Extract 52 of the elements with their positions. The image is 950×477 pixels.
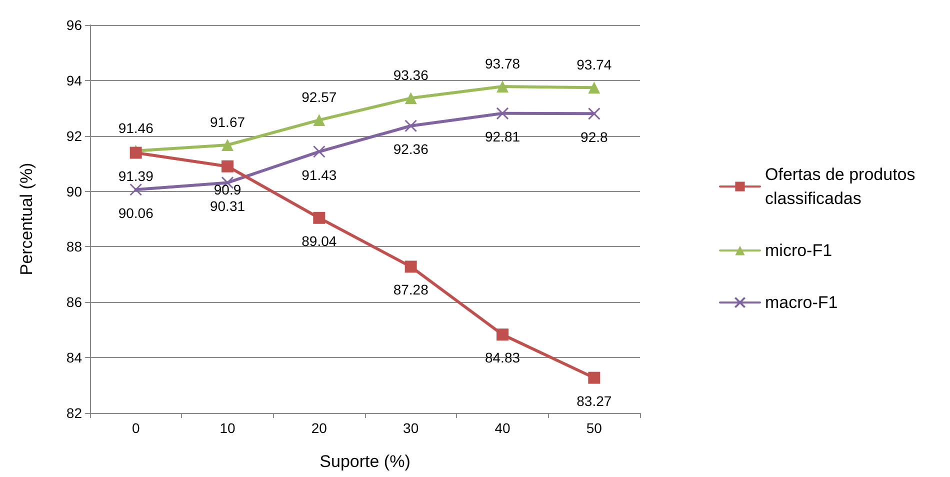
x-tick-label: 20 (311, 420, 328, 436)
point (496, 80, 508, 93)
y-tick-label: 84 (66, 350, 82, 366)
data-label: 91.43 (302, 166, 337, 183)
point (313, 114, 326, 126)
data-label: 91.39 (118, 168, 154, 184)
point (222, 160, 234, 172)
legend-label: micro-F1 (765, 241, 832, 260)
point (588, 372, 600, 384)
y-tick-label: 94 (66, 72, 82, 88)
data-label: 92.57 (302, 89, 337, 106)
legend-label: Ofertas de produtos classificadas (765, 165, 920, 208)
data-label: 92.8 (580, 128, 608, 145)
data-label: 83.27 (576, 392, 612, 409)
data-label: 90.06 (118, 204, 154, 221)
point (130, 183, 142, 196)
point (588, 107, 600, 120)
point (404, 120, 418, 132)
point (588, 82, 600, 94)
y-tick-label: 88 (66, 238, 82, 255)
x-axis-title: Suporte (%) (320, 452, 410, 471)
data-label: 89.04 (302, 232, 337, 249)
data-label: 90.31 (210, 198, 246, 214)
data-label: 93.78 (484, 56, 520, 72)
x-tick-label: 50 (586, 420, 602, 436)
x-tick-label: 30 (403, 420, 419, 436)
point (496, 107, 509, 120)
y-tick-label: 86 (66, 294, 82, 310)
legend-label: macro-F1 (765, 293, 838, 312)
point (222, 139, 234, 152)
data-label: 87.28 (393, 282, 429, 298)
data-label: 93.74 (576, 56, 612, 73)
point (496, 328, 508, 341)
point (313, 212, 326, 224)
data-label: 92.36 (393, 141, 429, 158)
data-label: 91.46 (118, 120, 154, 136)
y-tick-label: 82 (66, 405, 82, 421)
point (404, 92, 417, 104)
x-tick-label: 0 (132, 420, 140, 436)
x-tick-label: 10 (220, 420, 236, 436)
data-label: 92.81 (484, 128, 520, 145)
data-label: 90.9 (214, 181, 242, 198)
y-axis-title: Percentual (%) (17, 162, 36, 276)
point (312, 145, 326, 158)
x-tick-label: 40 (494, 420, 510, 436)
data-label: 93.36 (393, 67, 429, 84)
data-label: 91.67 (210, 114, 246, 130)
y-tick-label: 92 (66, 128, 82, 144)
y-tick-label: 90 (66, 183, 82, 200)
data-label: 84.83 (484, 350, 520, 366)
y-tick-label: 96 (66, 17, 82, 33)
point (404, 260, 417, 273)
